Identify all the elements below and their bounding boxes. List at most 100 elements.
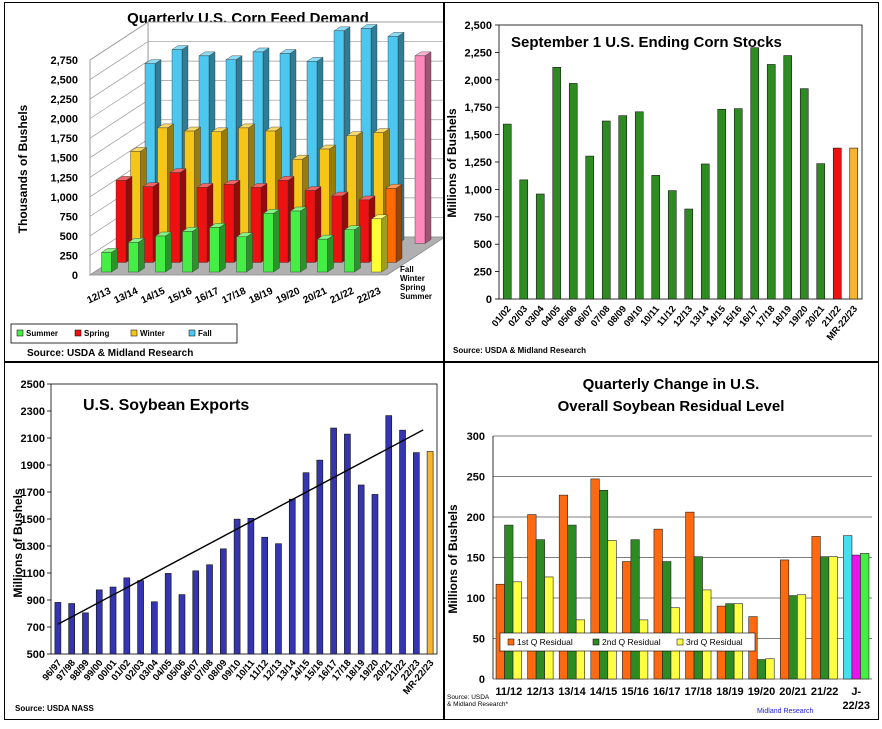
bar xyxy=(68,603,75,655)
bar xyxy=(371,494,379,655)
bar xyxy=(82,612,89,655)
legend-swatch xyxy=(130,329,138,337)
y-tick-label: 1,750 xyxy=(50,133,78,145)
bar xyxy=(164,573,172,655)
source-note: Source: USDA & Midland Research xyxy=(27,348,193,359)
y-tick-label: 1,000 xyxy=(50,192,78,204)
bar xyxy=(357,484,365,655)
bar xyxy=(512,581,522,680)
legend-box xyxy=(10,323,238,344)
trendline xyxy=(57,429,424,625)
y-tick-label: 1500 xyxy=(21,514,45,526)
y-tick-label: 2500 xyxy=(21,379,45,391)
bar xyxy=(653,528,663,680)
bar xyxy=(413,452,420,655)
bar xyxy=(622,561,632,680)
bar xyxy=(685,511,695,680)
bar xyxy=(568,83,578,300)
bar xyxy=(178,594,186,655)
plot-area xyxy=(50,383,438,655)
y-tick-label: 1700 xyxy=(21,487,45,499)
y-tick-label: 700 xyxy=(27,622,45,634)
legend-label: Winter xyxy=(140,329,165,338)
bar xyxy=(344,229,355,273)
y-tick-label: 2300 xyxy=(21,406,45,418)
bar xyxy=(317,238,328,273)
bar xyxy=(502,123,512,300)
bar xyxy=(783,55,793,300)
bar xyxy=(169,172,181,263)
bar xyxy=(261,536,268,655)
y-tick-label: 1,500 xyxy=(464,130,492,142)
bar-side xyxy=(395,183,403,263)
bar xyxy=(607,540,617,680)
bar xyxy=(828,556,838,680)
bar xyxy=(302,472,310,655)
x-tick-label: 18/19 xyxy=(247,286,275,307)
y-tick-label: 1300 xyxy=(21,541,45,553)
bar xyxy=(750,47,760,300)
bar xyxy=(123,577,131,655)
bar xyxy=(151,601,158,655)
bar-side xyxy=(354,225,361,273)
bar xyxy=(331,195,343,263)
bar-side xyxy=(165,231,172,273)
bar xyxy=(820,556,830,680)
x-tick-label: 14/15 xyxy=(139,286,167,307)
y-tick-label: 0 xyxy=(479,674,485,686)
y-tick-label: 750 xyxy=(474,212,492,224)
x-tick-label: 13/14 xyxy=(558,686,586,698)
bar xyxy=(330,427,337,655)
bar xyxy=(601,120,611,300)
bar xyxy=(766,64,776,300)
panel-divider-horizontal xyxy=(4,361,879,363)
bar xyxy=(263,213,274,273)
y-tick-label: 500 xyxy=(474,239,492,251)
x-tick-label: 15/16 xyxy=(621,686,649,698)
bar xyxy=(585,155,595,300)
source-note: Source: USDA & Midland Research xyxy=(453,346,586,355)
y-tick-label: 250 xyxy=(60,250,78,262)
y-axis-label: Millions of Bushels xyxy=(446,504,460,614)
bar xyxy=(662,561,672,680)
bar xyxy=(196,187,208,263)
bar xyxy=(684,208,694,300)
y-tick-label: 150 xyxy=(467,553,485,565)
y-tick-label: 100 xyxy=(467,593,485,605)
bar xyxy=(316,459,324,655)
y-tick-label: 1100 xyxy=(21,568,45,580)
x-tick-label: 21/22 xyxy=(811,686,839,698)
y-tick-label: 2,000 xyxy=(50,114,78,126)
bar xyxy=(250,187,262,263)
bar xyxy=(667,190,677,300)
bar xyxy=(371,218,382,273)
bar xyxy=(618,115,628,300)
soybean-exports-chart: U.S. Soybean Exports 500 700 900 1100 1300 150… xyxy=(11,379,438,713)
bar xyxy=(717,108,727,300)
bar xyxy=(779,559,790,680)
bar xyxy=(128,242,139,273)
legend-label: 2nd Q Residual xyxy=(602,637,661,647)
x-tick-label: 13/14 xyxy=(112,286,140,307)
bar xyxy=(849,147,859,300)
chart-title: U.S. Soybean Exports xyxy=(83,397,249,414)
y-tick-label: 2,500 xyxy=(50,75,78,87)
y-tick-label: 2,500 xyxy=(464,20,492,32)
depth-tick-label: Winter xyxy=(400,274,425,283)
bar xyxy=(765,658,775,680)
y-tick-label: 750 xyxy=(60,211,78,223)
legend-label: Fall xyxy=(198,329,212,338)
bar-side xyxy=(381,214,388,273)
x-tick-label: 20/21 xyxy=(301,286,329,307)
y-tick-label: 2,000 xyxy=(464,75,492,87)
y-tick-label: 900 xyxy=(27,595,45,607)
y-axis-label: Millions of Bushels xyxy=(445,108,459,218)
x-tick-label: 18/19 xyxy=(716,686,744,698)
bar xyxy=(816,163,826,300)
y-tick-label: 2,750 xyxy=(50,55,78,67)
y-tick-label: 50 xyxy=(473,634,485,646)
x-tick-label: 22/23 xyxy=(842,700,870,712)
bar xyxy=(137,580,144,655)
bar xyxy=(142,186,154,263)
bar xyxy=(54,602,62,655)
